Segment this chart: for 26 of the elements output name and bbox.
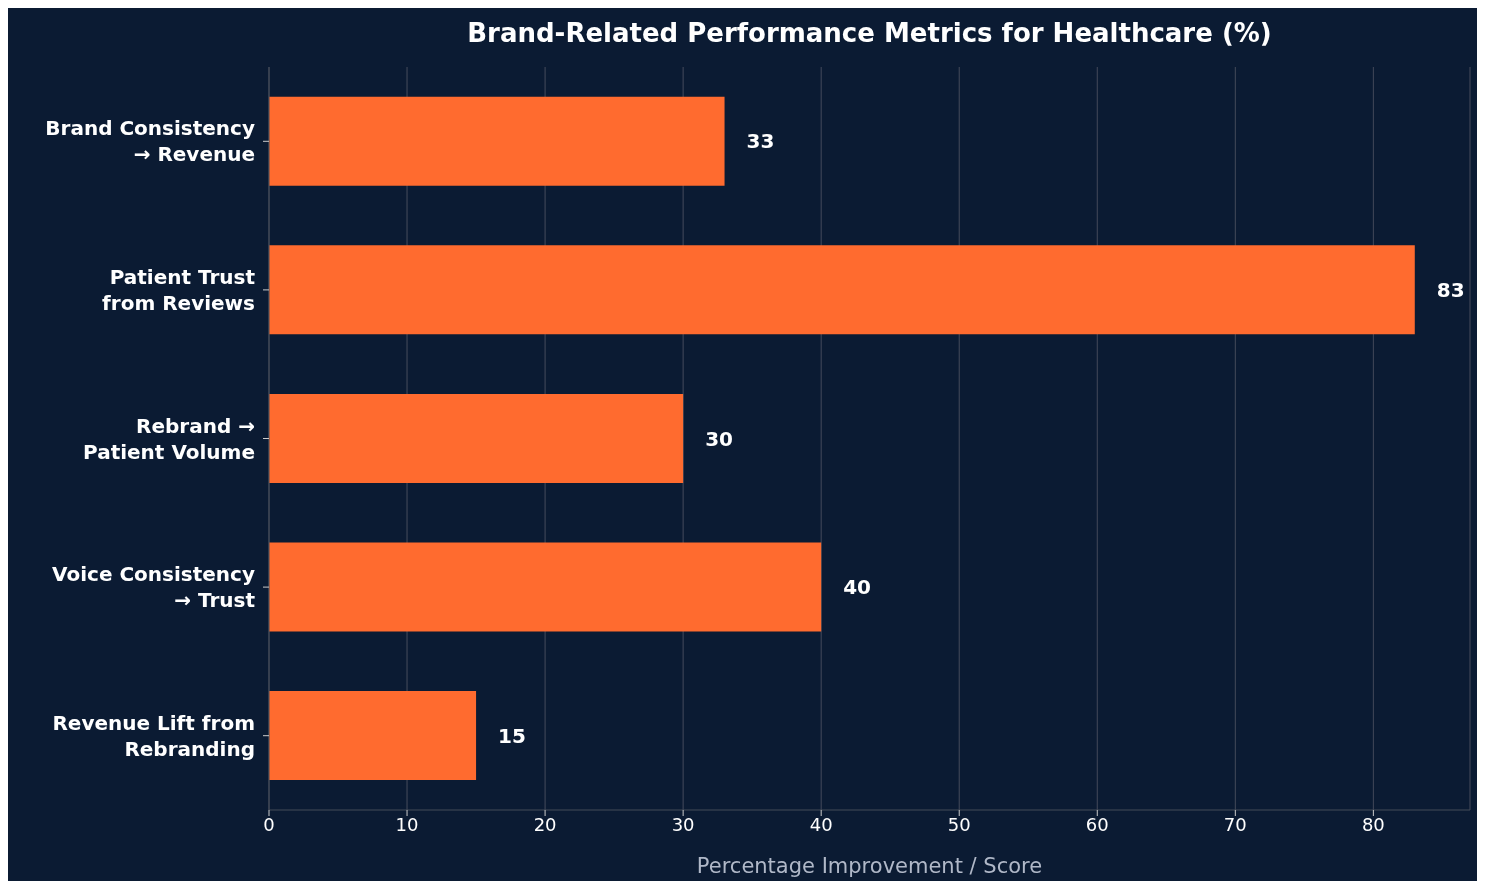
bar [269, 245, 1415, 335]
data-label: 40 [843, 575, 872, 600]
data-label: 33 [746, 129, 775, 154]
chart-title: Brand-Related Performance Metrics for Healthcare (%) [466, 18, 1273, 48]
x-tick-label: 30 [671, 813, 695, 835]
x-tick-label: 40 [809, 813, 833, 835]
x-tick-label: 0 [263, 813, 275, 835]
x-axis-title: Percentage Improvement / Score [696, 854, 1043, 878]
x-tick-label: 60 [1085, 813, 1109, 835]
y-tick-label: Rebrand → Patient Volume [83, 413, 255, 464]
x-tick-label: 50 [947, 813, 971, 835]
data-label: 30 [705, 426, 733, 451]
data-label: 15 [498, 723, 526, 748]
x-tick-label: 80 [1361, 813, 1385, 835]
bar [269, 691, 477, 781]
y-tick-label: Brand Consistency → Revenue [45, 116, 255, 167]
x-tick-label: 10 [395, 813, 419, 835]
data-label: 83 [1436, 277, 1465, 302]
bar [269, 393, 684, 483]
x-tick-label: 70 [1223, 813, 1247, 835]
bar [269, 542, 822, 632]
y-tick-label: Voice Consistency → Trust [52, 562, 256, 613]
y-tick-label: Patient Trust from Reviews [102, 264, 256, 315]
y-tick-label: Revenue Lift from Rebranding [52, 710, 255, 761]
bar [269, 96, 725, 186]
x-tick-label: 20 [533, 813, 557, 835]
